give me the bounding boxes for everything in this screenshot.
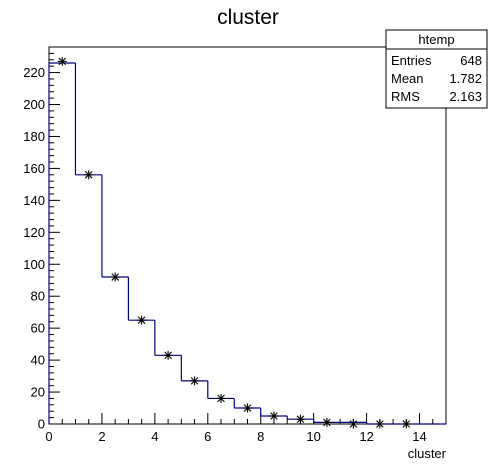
y-tick-label-120: 120 [23, 225, 45, 240]
marker-4 [163, 350, 173, 360]
marker-6 [216, 393, 226, 403]
marker-2 [110, 272, 120, 282]
stats-mean-value: 1.782 [449, 71, 482, 86]
marker-0 [57, 56, 67, 66]
stats-mean-label: Mean [391, 71, 424, 86]
chart-title: cluster [217, 6, 279, 29]
marker-7 [243, 403, 252, 413]
stats-box-title: htemp [418, 32, 454, 47]
x-tick-label-12: 12 [359, 429, 373, 444]
x-tick-label-8: 8 [257, 429, 264, 444]
y-tick-label-0: 0 [38, 417, 45, 432]
x-tick-label-6: 6 [204, 429, 211, 444]
marker-3 [137, 315, 147, 325]
x-tick-label-10: 10 [306, 429, 320, 444]
marker-10 [322, 417, 332, 427]
stats-entries-label: Entries [391, 53, 432, 68]
y-tick-label-180: 180 [23, 129, 45, 144]
y-tick-label-80: 80 [31, 289, 45, 304]
marker-9 [295, 414, 305, 424]
marker-8 [269, 411, 279, 421]
stats-rms-value: 2.163 [449, 89, 482, 104]
y-tick-label-160: 160 [23, 161, 45, 176]
stats-rms-label: RMS [391, 89, 420, 104]
stats-box: htemp Entries 648 Mean 1.782 RMS 2.163 [385, 29, 488, 109]
y-tick-label-140: 140 [23, 193, 45, 208]
y-tick-label-220: 220 [23, 65, 45, 80]
y-tick-label-20: 20 [31, 385, 45, 400]
y-tick-label-100: 100 [23, 257, 45, 272]
marker-12 [375, 419, 385, 429]
marker-series [57, 56, 411, 429]
x-tick-label-2: 2 [98, 429, 105, 444]
histogram-series [48, 62, 446, 425]
x-tick-label-4: 4 [151, 429, 158, 444]
marker-1 [84, 170, 94, 180]
x-tick-label-0: 0 [45, 429, 52, 444]
marker-13 [401, 419, 411, 429]
x-tick-label-14: 14 [412, 429, 426, 444]
marker-5 [190, 376, 200, 386]
axis-ticks: 0 2 4 6 8 10 12 1402040608010012014016018020022… [23, 46, 447, 444]
stats-entries-value: 648 [460, 53, 482, 68]
y-tick-label-200: 200 [23, 97, 45, 112]
y-tick-label-40: 40 [31, 353, 45, 368]
y-tick-label-60: 60 [31, 321, 45, 336]
marker-11 [348, 419, 358, 429]
x-axis-title: cluster [408, 446, 447, 461]
